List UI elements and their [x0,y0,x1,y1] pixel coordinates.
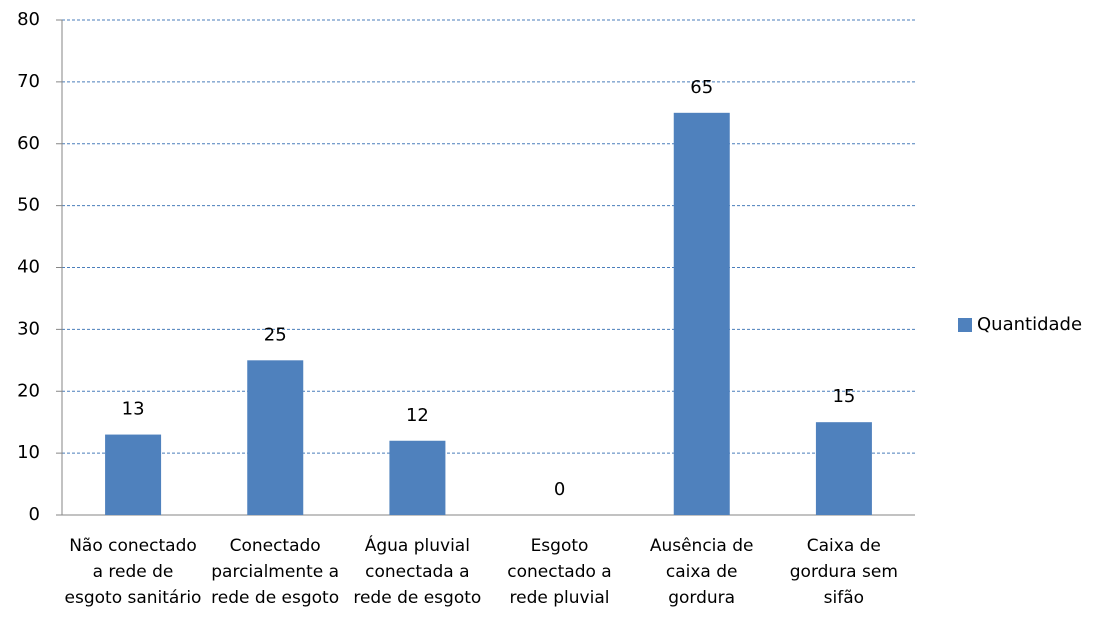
y-tick-label: 0 [29,504,40,525]
x-tick-label: Água pluvial conectada a rede de esgoto [353,536,482,608]
bar [247,360,304,515]
data-label: 65 [690,77,713,98]
bar [105,434,162,515]
legend-swatch [958,318,972,332]
data-label: 0 [554,479,565,500]
bar [673,112,730,515]
x-tick-label: Caixa de gordura sem sifão [789,536,898,608]
x-tick-label: Esgoto conectado a rede pluvial [507,536,612,608]
x-tick-label: Conectado parcialmente a rede de esgoto [211,536,340,608]
data-label: 15 [832,386,855,407]
legend-label: Quantidade [977,314,1082,335]
y-tick-label: 30 [17,318,40,339]
y-tick-label: 60 [17,133,40,154]
y-tick-label: 50 [17,195,40,216]
data-label: 13 [122,399,145,420]
y-tick-label: 20 [17,380,40,401]
x-tick-label: Não conectado a rede de esgoto sanitário [64,536,202,608]
y-tick-label: 10 [17,442,40,463]
x-tick-label: Ausência de caixa de gordura [649,536,754,608]
y-tick-label: 70 [17,71,40,92]
bar [815,422,872,515]
y-tick-label: 40 [17,257,40,278]
y-tick-label: 80 [17,9,40,30]
bar [389,440,446,515]
data-label: 12 [406,405,429,426]
data-label: 25 [264,324,287,345]
